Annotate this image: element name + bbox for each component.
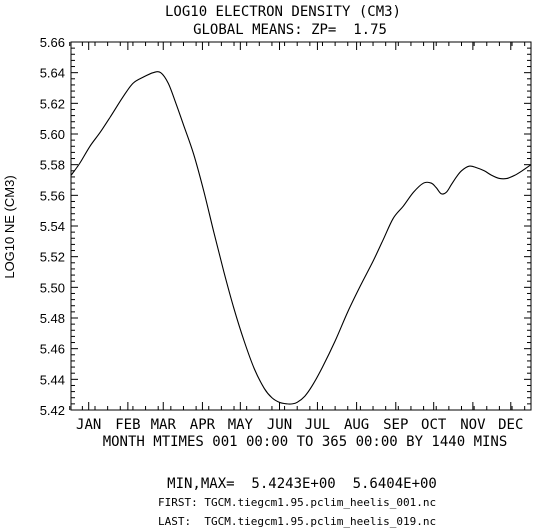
- chart-title: LOG10 ELECTRON DENSITY (CM3): [165, 4, 401, 20]
- series-line: [70, 71, 532, 405]
- x-tick-label: APR: [190, 417, 216, 433]
- x-tick-label: DEC: [498, 417, 523, 433]
- x-tick-label: MAY: [228, 417, 254, 433]
- x-tick-label: JUL: [305, 417, 330, 433]
- x-ticks: JAN FEB MAR APR MAY JUN JUL AUG SEP OCT NOV DEC: [69, 42, 526, 433]
- first-file-text: FIRST: TGCM.tiegcm1.95.pclim_heelis_001.…: [158, 496, 436, 509]
- x-tick-label: JUN: [267, 417, 292, 433]
- x-tick-label: MAR: [151, 417, 177, 433]
- y-tick-label: 5.62: [40, 96, 65, 111]
- last-file-text: LAST: TGCM.tiegcm1.95.pclim_heelis_019.n…: [158, 515, 436, 528]
- x-tick-label: FEB: [115, 417, 140, 433]
- y-tick-label: 5.52: [40, 250, 65, 265]
- minmax-text: MIN,MAX= 5.4243E+00 5.6404E+00: [167, 476, 437, 492]
- y-tick-label: 5.46: [40, 342, 65, 357]
- x-tick-label: SEP: [383, 417, 408, 433]
- y-tick-label: 5.64: [40, 66, 65, 81]
- y-tick-label: 5.50: [40, 280, 65, 295]
- x-tick-label: NOV: [460, 417, 486, 433]
- plot-frame: [70, 41, 532, 411]
- y-axis-label: LOG10 NE (CM3): [2, 175, 17, 278]
- x-axis-label: MONTH MTIMES 001 00:00 TO 365 00:00 BY 1…: [103, 434, 508, 450]
- x-tick-label: OCT: [421, 417, 447, 433]
- y-tick-label: 5.58: [40, 158, 65, 173]
- y-tick-label: 5.42: [40, 403, 65, 418]
- y-tick-label: 5.48: [40, 311, 65, 326]
- chart-subtitle: GLOBAL MEANS: ZP= 1.75: [193, 22, 387, 38]
- y-tick-label: 5.44: [40, 372, 65, 387]
- y-tick-label: 5.54: [40, 219, 65, 234]
- x-tick-label: JAN: [76, 417, 101, 433]
- y-tick-label: 5.56: [40, 188, 65, 203]
- y-tick-label: 5.60: [40, 127, 65, 142]
- y-ticks: 5.42 5.44 5.46 5.48 5.50 5.52 5.54 5.56 5.58 5.60…: [40, 35, 531, 418]
- x-tick-label: AUG: [344, 417, 369, 433]
- series-group: [70, 71, 532, 405]
- y-tick-label: 5.66: [40, 35, 65, 50]
